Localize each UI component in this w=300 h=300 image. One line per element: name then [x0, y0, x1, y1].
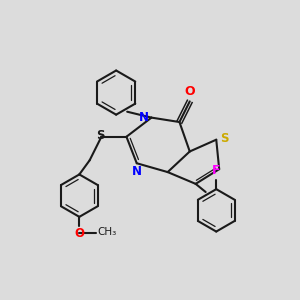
Text: S: S: [220, 132, 228, 145]
Text: F: F: [212, 164, 220, 177]
Text: S: S: [96, 129, 104, 142]
Text: O: O: [74, 227, 84, 240]
Text: N: N: [139, 111, 149, 124]
Text: N: N: [132, 165, 142, 178]
Text: O: O: [184, 85, 195, 98]
Text: CH₃: CH₃: [97, 227, 116, 237]
